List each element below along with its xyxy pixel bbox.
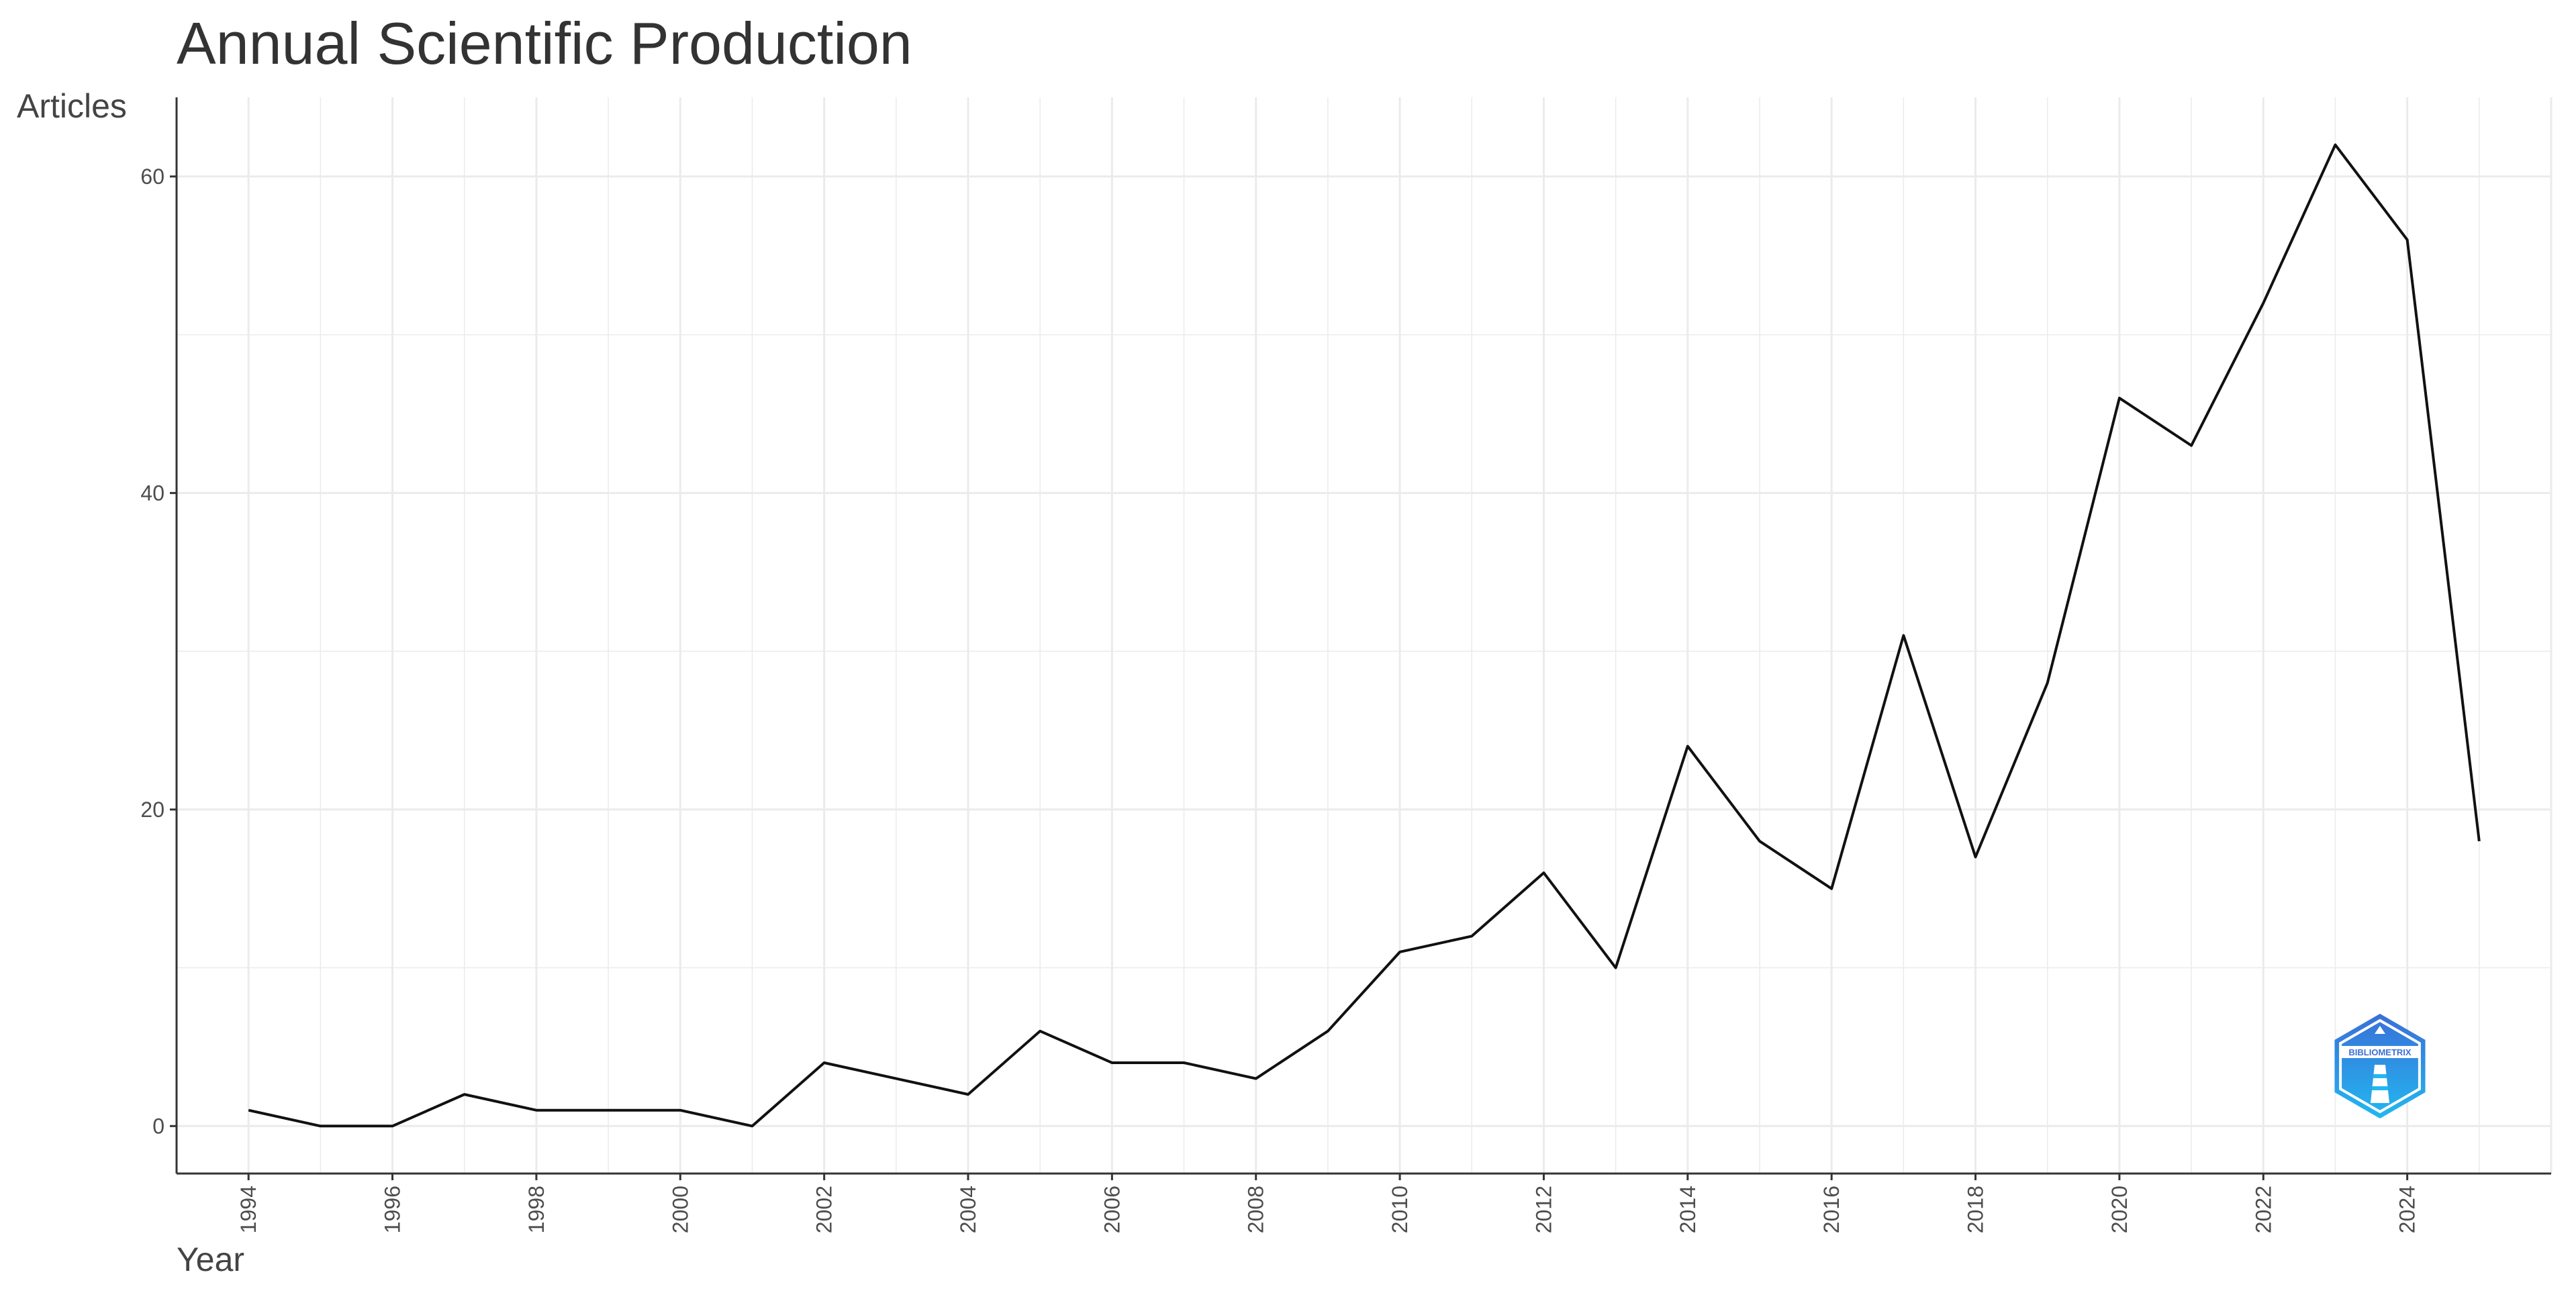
logo-text: BIBLIOMETRIX <box>2348 1047 2411 1057</box>
lighthouse-stripe <box>2373 1074 2387 1078</box>
y-axis-label: Articles <box>17 87 127 125</box>
grid-lines <box>176 97 2553 1174</box>
series-line <box>248 143 2481 1128</box>
logo-top-arrow <box>2375 1026 2385 1034</box>
chart-title: Annual Scientific Production <box>177 10 912 77</box>
x-tick-label: 1998 <box>524 1186 548 1233</box>
axes <box>170 97 2551 1180</box>
logo-hexagon-inner <box>2339 1018 2421 1114</box>
x-tick-label: 1994 <box>236 1186 260 1233</box>
x-tick-label: 2018 <box>1964 1186 1988 1233</box>
x-tick-label: 2014 <box>1676 1186 1700 1233</box>
x-tick-label: 2008 <box>1244 1186 1268 1233</box>
x-tick-label: 2002 <box>812 1186 837 1233</box>
y-tick-label: 60 <box>140 164 164 189</box>
x-tick-label: 1996 <box>381 1186 405 1233</box>
logo-banner <box>2340 1046 2420 1058</box>
x-tick-label: 2016 <box>1819 1186 1844 1233</box>
y-tick-label: 0 <box>152 1114 164 1138</box>
x-tick-label: 2010 <box>1388 1186 1412 1233</box>
x-tick-label: 2022 <box>2251 1186 2275 1233</box>
y-tick-label: 20 <box>140 798 164 822</box>
y-tick-label: 40 <box>140 481 164 505</box>
x-tick-label: 2012 <box>1531 1186 1556 1233</box>
series-group <box>248 143 2481 1128</box>
x-tick-label: 2020 <box>2107 1186 2132 1233</box>
x-tick-label: 2024 <box>2395 1186 2420 1233</box>
x-axis-label: Year <box>177 1241 244 1278</box>
x-tick-label: 2004 <box>956 1186 980 1233</box>
bibliometrix-logo-icon: BIBLIOMETRIX <box>2334 1014 2426 1118</box>
tick-labels: 0 20 40 60 1994 1996 1998 2000 2002 2004 2006 2008 2… <box>140 164 2419 1233</box>
lighthouse-stripe <box>2372 1086 2388 1090</box>
x-tick-label: 2000 <box>668 1186 692 1233</box>
x-tick-label: 2006 <box>1100 1186 1124 1233</box>
